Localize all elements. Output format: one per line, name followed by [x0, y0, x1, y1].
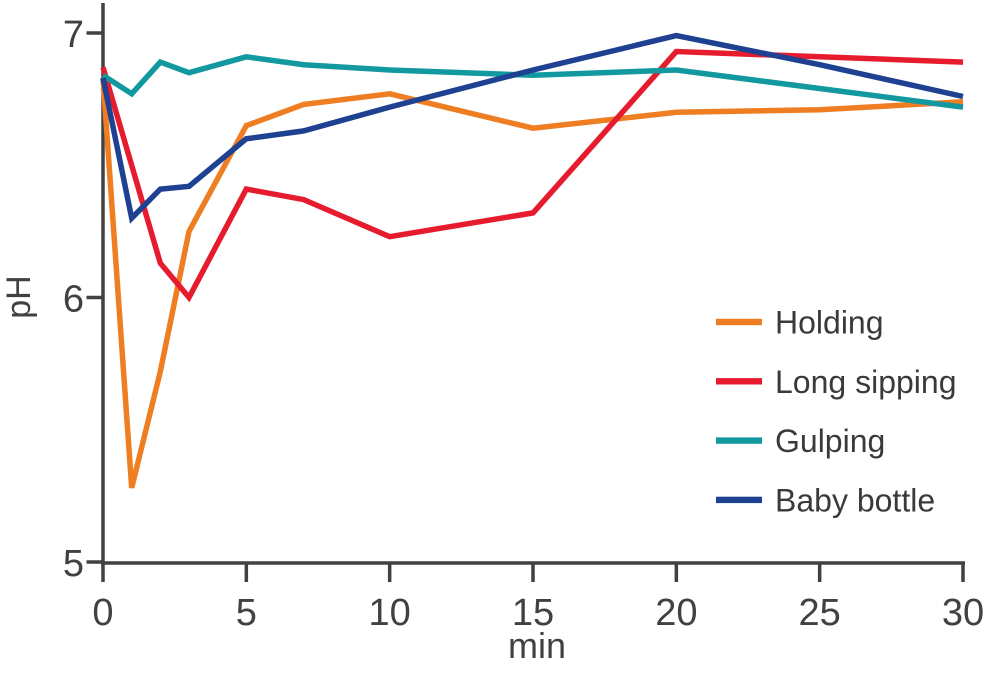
x-tick-label: 30 — [942, 592, 984, 634]
series-line-holding — [100, 77, 964, 489]
y-axis-title: pH — [0, 275, 38, 318]
x-tick-label: 10 — [369, 592, 411, 634]
y-tick-label: 5 — [63, 543, 84, 585]
x-tick-label: 5 — [236, 592, 257, 634]
y-tick-label: 6 — [63, 279, 84, 321]
x-tick-label: 20 — [655, 592, 697, 634]
legend-item-gulping: Gulping — [716, 423, 885, 459]
legend-item-holding: Holding — [716, 305, 884, 341]
legend: Holding Long sipping Gulping Baby bottle — [716, 305, 956, 518]
legend-item-long-sipping: Long sipping — [716, 364, 956, 400]
series-line-baby-bottle — [100, 32, 964, 224]
x-tick-label: 0 — [92, 592, 113, 634]
x-tick-label: 25 — [799, 592, 841, 634]
legend-swatch-icon — [716, 378, 762, 385]
legend-item-label: Long sipping — [775, 364, 956, 400]
legend-swatch-icon — [716, 318, 762, 326]
legend-item-label: Gulping — [775, 423, 885, 459]
series-line-long-sipping — [100, 48, 964, 303]
x-axis-title: min — [508, 625, 566, 666]
legend-item-baby-bottle: Baby bottle — [716, 482, 935, 518]
legend-item-label: Baby bottle — [775, 482, 935, 518]
y-tick-label: 7 — [63, 14, 84, 56]
x-tick-label: 15 — [512, 592, 554, 634]
legend-item-label: Holding — [775, 305, 884, 341]
legend-swatch-icon — [716, 437, 762, 444]
legend-swatch-icon — [716, 496, 762, 504]
series-line-gulping — [101, 53, 964, 110]
series-lines — [100, 32, 964, 489]
